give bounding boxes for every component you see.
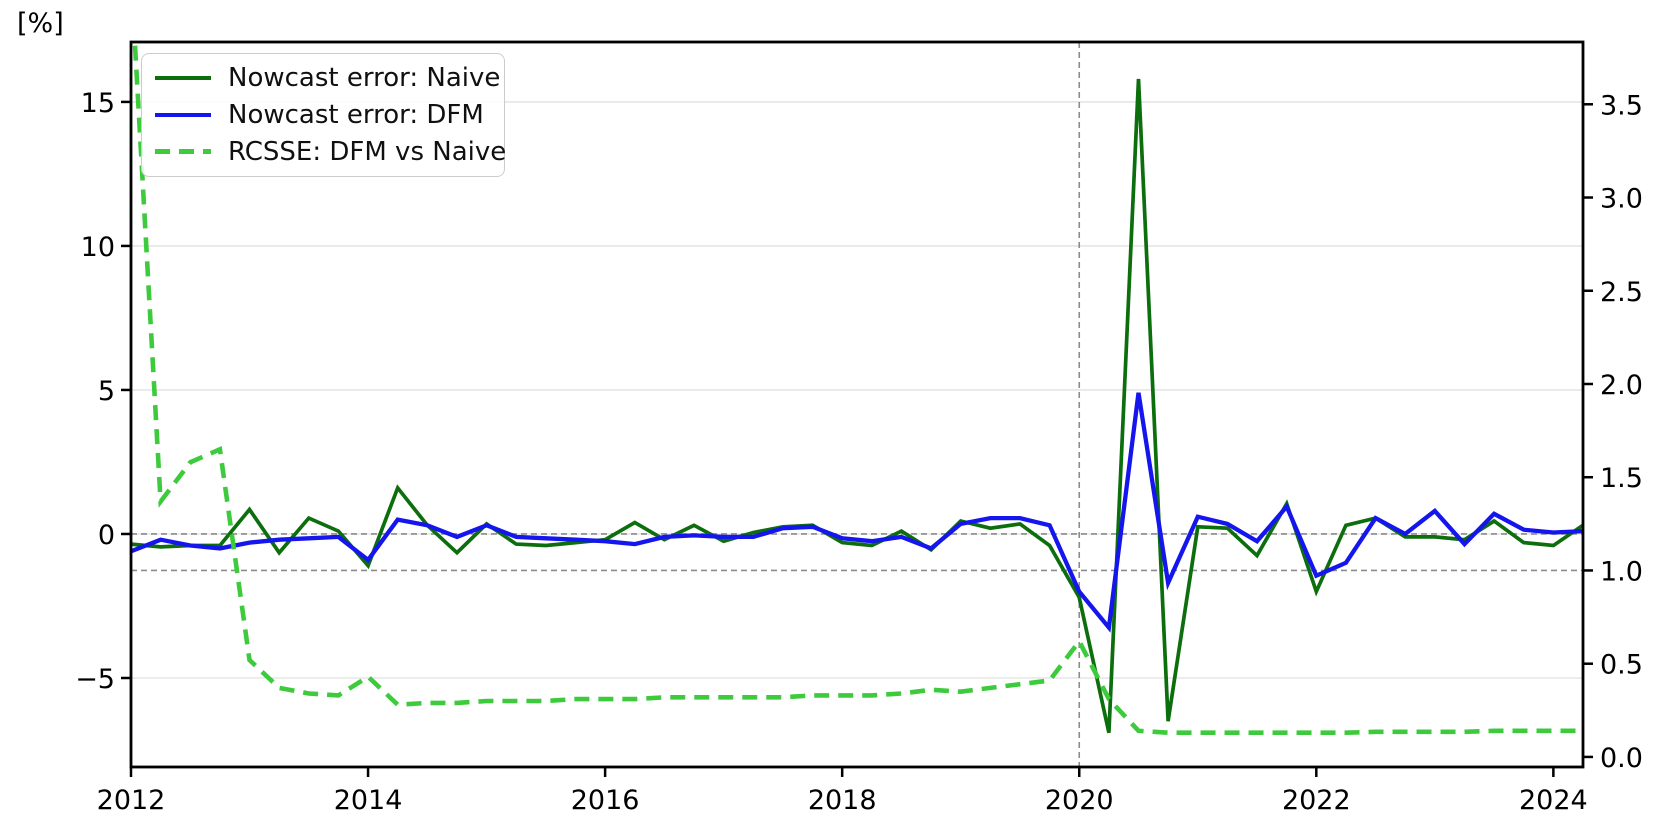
legend-item-rcsse: RCSSE: DFM vs Naive xyxy=(142,136,507,167)
right-tick-label: 0.5 xyxy=(1600,650,1643,681)
right-tick-label: 0.0 xyxy=(1600,743,1643,774)
legend-item-label: Nowcast error: Naive xyxy=(228,63,501,94)
legend: Nowcast error: Naive Nowcast error: DFM … xyxy=(141,53,507,177)
right-tick-label: 1.0 xyxy=(1600,556,1643,587)
legend-swatch-dfm-line xyxy=(155,112,211,117)
left-tick-label: 0 xyxy=(98,520,115,551)
x-tick-label: 2020 xyxy=(1045,785,1114,816)
plot-border xyxy=(129,40,1585,769)
right-tick-label: 1.5 xyxy=(1600,463,1643,494)
legend-item-label: RCSSE: DFM vs Naive xyxy=(228,136,507,167)
x-tick-label: 2022 xyxy=(1282,785,1351,816)
left-tick-label: 5 xyxy=(98,376,115,407)
legend-swatch-rcsse-line xyxy=(155,149,211,155)
right-tick-label: 2.5 xyxy=(1600,277,1643,308)
legend-item-label: Nowcast error: DFM xyxy=(228,99,484,130)
axis-ticks: 15 10 5 0 −5 3.5 3.0 2.5 2.0 1.5 1.0 0.5 0.0 2012 2014… xyxy=(75,88,1643,816)
series-dfm xyxy=(131,392,1583,633)
x-tick-label: 2012 xyxy=(97,785,166,816)
right-tick-label: 3.5 xyxy=(1600,90,1643,121)
legend-swatch-naive-line xyxy=(155,76,211,81)
series-group xyxy=(131,42,1583,736)
right-tick-label: 3.0 xyxy=(1600,184,1643,215)
series-rcsse xyxy=(132,42,1583,736)
left-tick-label: 10 xyxy=(81,232,115,263)
x-tick-label: 2016 xyxy=(571,785,640,816)
right-tick-label: 2.0 xyxy=(1600,370,1643,401)
legend-item-naive: Nowcast error: Naive xyxy=(142,63,504,93)
x-tick-label: 2018 xyxy=(808,785,877,816)
x-tick-label: 2024 xyxy=(1519,785,1588,816)
x-tick-label: 2014 xyxy=(334,785,403,816)
y-axis-unit-label: [%] xyxy=(17,8,64,39)
left-tick-label: 15 xyxy=(81,88,115,119)
left-tick-label: −5 xyxy=(75,664,115,695)
legend-item-dfm: Nowcast error: DFM xyxy=(142,100,504,130)
gridlines xyxy=(131,101,1583,679)
